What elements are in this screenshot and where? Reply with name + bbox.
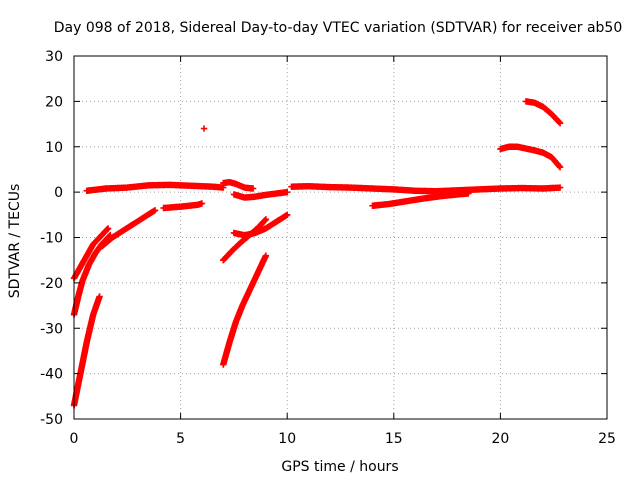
series-segment [288, 183, 564, 195]
series-segment [230, 188, 291, 201]
y-tick-label: 10 [45, 140, 63, 156]
data-point [262, 216, 270, 223]
data-point [284, 211, 291, 219]
y-tick-label: 20 [45, 94, 63, 110]
data-point [556, 119, 564, 127]
series-segment [220, 252, 270, 368]
x-tick-label: 20 [491, 431, 509, 447]
series-segment [369, 190, 472, 209]
data-point [200, 125, 208, 132]
series-segment [160, 200, 206, 212]
y-tick-label: -30 [40, 321, 63, 337]
chart-title: Day 098 of 2018, Sidereal Day-to-day VTE… [54, 20, 623, 36]
series-segment [522, 98, 564, 127]
data-point [284, 188, 291, 196]
data-point [249, 185, 257, 192]
y-tick-label: 0 [54, 185, 63, 201]
data-point [465, 190, 472, 197]
series-segment [220, 178, 257, 192]
grid-lines [74, 56, 607, 419]
series-segment [70, 225, 112, 282]
axis-ticks [73, 55, 608, 420]
data-points [70, 98, 564, 409]
series-segment [497, 143, 564, 171]
y-tick-label: -20 [40, 276, 63, 292]
y-tick-label: -40 [40, 367, 63, 383]
y-axis-label: SDTVAR / TECUs [7, 184, 23, 299]
series-segment [200, 125, 208, 132]
y-tick-label: 30 [45, 49, 63, 65]
x-tick-label: 25 [598, 431, 616, 447]
series-segment [70, 232, 114, 318]
x-tick-label: 0 [70, 431, 79, 447]
data-point [556, 184, 564, 191]
series-segment [230, 211, 291, 239]
series-segment [70, 293, 103, 409]
data-point [104, 225, 112, 232]
y-tick-label: -10 [40, 231, 63, 247]
x-axis-label: GPS time / hours [281, 459, 398, 475]
series-segment [98, 207, 159, 250]
series-segment [83, 181, 227, 194]
x-tick-label: 10 [278, 431, 296, 447]
tick-labels: 0 5 10 15 20 25 -50 -40 -30 -20 -10 0 10 20 30 [40, 49, 616, 447]
x-tick-label: 15 [385, 431, 403, 447]
y-tick-label: -50 [40, 412, 63, 428]
data-point [151, 207, 159, 214]
data-point [262, 252, 270, 259]
data-point [198, 200, 206, 207]
data-point [96, 293, 103, 300]
x-tick-label: 5 [176, 431, 185, 447]
data-point [556, 163, 564, 171]
